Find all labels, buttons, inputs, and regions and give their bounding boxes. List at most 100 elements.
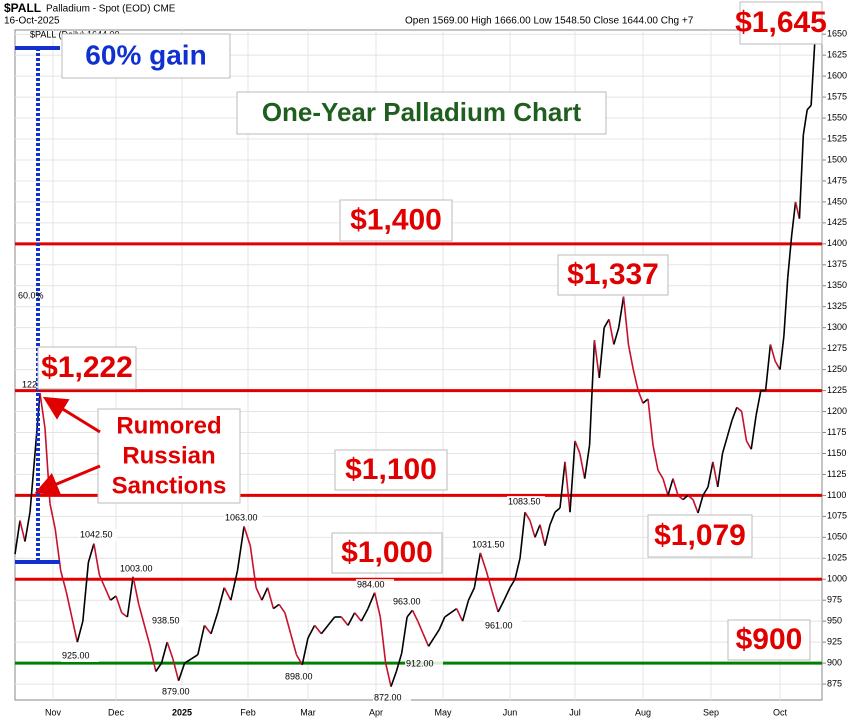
price-segment (731, 407, 738, 421)
price-segment (360, 608, 369, 622)
price-segment (544, 524, 551, 546)
price-segment (184, 658, 192, 664)
price-segment (109, 595, 117, 601)
y-tick-label: 1625 (827, 50, 847, 60)
price-segment (24, 512, 31, 542)
callout: 1042.50 (80, 529, 113, 539)
price-segment (774, 360, 781, 371)
price-segment (497, 599, 505, 613)
price-segment (613, 327, 620, 345)
price-segment (519, 512, 526, 559)
callout: 912.00 (406, 658, 434, 668)
annotation: $1,645 (735, 6, 827, 39)
price-segment (149, 646, 157, 672)
annotation: Russian (122, 442, 215, 469)
price-segment (367, 592, 376, 609)
price-segment (697, 495, 704, 514)
price-segment (87, 543, 95, 563)
note: 122 (22, 379, 37, 389)
price-segment (579, 453, 586, 479)
price-segment (786, 235, 793, 278)
price-segment (210, 612, 219, 634)
x-tick-label: Mar (300, 707, 316, 717)
price-segment (790, 201, 797, 236)
callout-bg (471, 539, 509, 551)
price-segment (554, 507, 561, 513)
price-segment (479, 552, 488, 572)
price-segment (716, 453, 724, 488)
annotation-box (647, 514, 753, 558)
price-segment (672, 478, 679, 496)
annotation-box (331, 532, 443, 574)
price-segment (583, 444, 591, 479)
annotation-box (557, 254, 669, 296)
ohlc: Open 1569.00 High 1666.00 Low 1548.50 Cl… (405, 16, 694, 27)
price-segment (549, 511, 556, 526)
callout: 1083.50 (508, 496, 541, 506)
price-segment (802, 109, 809, 135)
annotation: Rumored (116, 412, 221, 439)
price-segment (400, 616, 408, 654)
price-segment (255, 587, 263, 601)
x-tick-label: Sep (703, 707, 719, 717)
annotation-box (334, 449, 448, 491)
price-segment (569, 440, 576, 513)
annotation-box (236, 91, 607, 135)
callout-bg (79, 529, 117, 541)
price-segment (354, 612, 362, 622)
arrows (34, 396, 101, 496)
y-tick-label: 1650 (827, 29, 847, 39)
price-segment (485, 570, 493, 593)
price-segment (54, 528, 62, 571)
price-segment (166, 641, 174, 660)
price-segment (137, 604, 146, 626)
price-segment (44, 428, 51, 504)
price-segment (524, 511, 531, 521)
price-segment (736, 406, 743, 413)
callout-bg (484, 620, 522, 632)
y-tick-label: 1100 (827, 490, 846, 500)
price-segment (261, 587, 269, 601)
callout: 963.00 (393, 596, 421, 606)
price-segment (662, 478, 669, 496)
price-segment (243, 526, 252, 546)
price-segment (712, 461, 719, 488)
callout-bg (151, 615, 189, 627)
callout: 872.00 (374, 692, 402, 702)
price-segment (39, 392, 46, 429)
price-segment (121, 612, 128, 618)
annotation: 60% gain (85, 39, 206, 70)
price-segment (534, 524, 541, 538)
price-segment (745, 440, 752, 450)
price-segment (160, 641, 168, 664)
price-segment (49, 503, 56, 530)
price-segment (677, 494, 684, 501)
price-segment (755, 390, 762, 416)
price-segment (806, 104, 812, 111)
price-segment (491, 591, 499, 613)
price-segment (347, 612, 356, 626)
price-segment (417, 620, 424, 635)
y-tick-label: 1325 (827, 301, 847, 311)
price-segment (197, 625, 206, 655)
price-segment (608, 319, 615, 345)
callout: 961.00 (485, 620, 513, 630)
price-segment (702, 486, 709, 496)
plot-frame (14, 29, 823, 701)
price-segment (473, 552, 482, 588)
price-segment (126, 576, 134, 618)
price-segment (529, 520, 536, 538)
price-segment (314, 624, 322, 635)
y-tick-label: 1125 (827, 469, 846, 479)
price-segment (411, 609, 419, 622)
price-segment (307, 624, 316, 639)
price-segment (657, 469, 664, 480)
price-segment (155, 662, 163, 672)
price-segment (455, 608, 464, 622)
callout-bg (405, 658, 443, 670)
x-tick-label: Jul (569, 707, 581, 717)
price-segment (503, 587, 511, 601)
price-segment (379, 616, 387, 664)
annotation: $1,100 (345, 453, 437, 486)
